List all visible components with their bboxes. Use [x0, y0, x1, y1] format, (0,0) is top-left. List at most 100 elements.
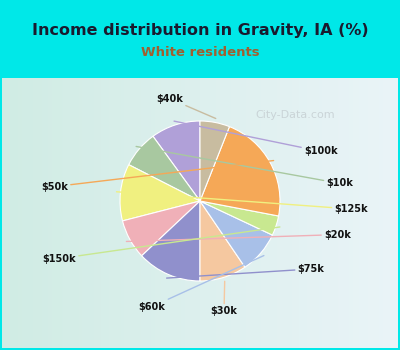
Bar	[185, 78, 186, 348]
Bar	[156, 78, 157, 348]
Bar	[194, 78, 195, 348]
Bar	[321, 78, 322, 348]
Bar	[91, 78, 92, 348]
Bar	[388, 78, 389, 348]
Bar	[352, 78, 353, 348]
Bar	[177, 78, 178, 348]
Bar	[51, 78, 52, 348]
Wedge shape	[122, 201, 200, 256]
Bar	[85, 78, 86, 348]
Text: City-Data.com: City-Data.com	[255, 110, 335, 120]
Bar	[96, 78, 97, 348]
Text: $75k: $75k	[167, 264, 324, 278]
Bar	[105, 78, 106, 348]
Bar	[152, 78, 153, 348]
Bar	[383, 78, 384, 348]
Bar	[330, 78, 331, 348]
Bar	[320, 78, 321, 348]
Bar	[157, 78, 158, 348]
Bar	[114, 78, 115, 348]
Bar	[222, 78, 223, 348]
Text: $20k: $20k	[126, 230, 351, 242]
Bar	[190, 78, 191, 348]
Bar	[345, 78, 346, 348]
Bar	[186, 78, 187, 348]
Bar	[164, 78, 165, 348]
Bar	[218, 78, 219, 348]
Bar	[228, 78, 229, 348]
Bar	[346, 78, 347, 348]
Bar	[146, 78, 147, 348]
Bar	[247, 78, 248, 348]
Bar	[73, 78, 74, 348]
Bar	[221, 78, 222, 348]
Bar	[45, 78, 46, 348]
Bar	[174, 78, 175, 348]
Bar	[34, 78, 35, 348]
Bar	[3, 78, 4, 348]
Bar	[232, 78, 233, 348]
Bar	[158, 78, 159, 348]
Bar	[359, 78, 360, 348]
Bar	[389, 78, 390, 348]
Bar	[235, 78, 236, 348]
Bar	[354, 78, 355, 348]
Bar	[165, 78, 166, 348]
Bar	[161, 78, 162, 348]
Bar	[171, 78, 172, 348]
Bar	[14, 78, 15, 348]
Bar	[128, 78, 129, 348]
Bar	[4, 78, 5, 348]
Bar	[192, 78, 193, 348]
Bar	[317, 78, 318, 348]
Wedge shape	[200, 201, 278, 235]
Bar	[5, 78, 6, 348]
Bar	[323, 78, 324, 348]
Bar	[393, 78, 394, 348]
Bar	[166, 78, 167, 348]
Bar	[57, 78, 58, 348]
Bar	[23, 78, 24, 348]
Bar	[131, 78, 132, 348]
Bar	[90, 78, 91, 348]
Bar	[220, 78, 221, 348]
Bar	[50, 78, 51, 348]
Bar	[154, 78, 155, 348]
Bar	[258, 78, 259, 348]
Bar	[175, 78, 176, 348]
Bar	[130, 78, 131, 348]
Bar	[242, 78, 243, 348]
Text: $30k: $30k	[210, 281, 238, 316]
Bar	[62, 78, 63, 348]
Bar	[168, 78, 169, 348]
Text: Income distribution in Gravity, IA (%): Income distribution in Gravity, IA (%)	[32, 22, 368, 37]
Bar	[198, 78, 199, 348]
Bar	[93, 78, 94, 348]
Bar	[296, 78, 297, 348]
Bar	[13, 78, 14, 348]
Bar	[160, 78, 161, 348]
Bar	[326, 78, 327, 348]
Bar	[294, 78, 295, 348]
Bar	[30, 78, 31, 348]
Bar	[92, 78, 93, 348]
Bar	[214, 78, 215, 348]
Bar	[373, 78, 374, 348]
Bar	[204, 78, 205, 348]
Bar	[144, 78, 145, 348]
Bar	[104, 78, 105, 348]
Bar	[64, 78, 65, 348]
Bar	[102, 78, 103, 348]
Bar	[69, 78, 70, 348]
Bar	[265, 78, 266, 348]
Bar	[86, 78, 87, 348]
Bar	[78, 78, 79, 348]
Bar	[143, 78, 144, 348]
Bar	[254, 78, 255, 348]
Bar	[46, 78, 47, 348]
Bar	[36, 78, 37, 348]
Bar	[270, 78, 271, 348]
Bar	[59, 78, 60, 348]
Bar	[236, 78, 237, 348]
Bar	[79, 78, 80, 348]
